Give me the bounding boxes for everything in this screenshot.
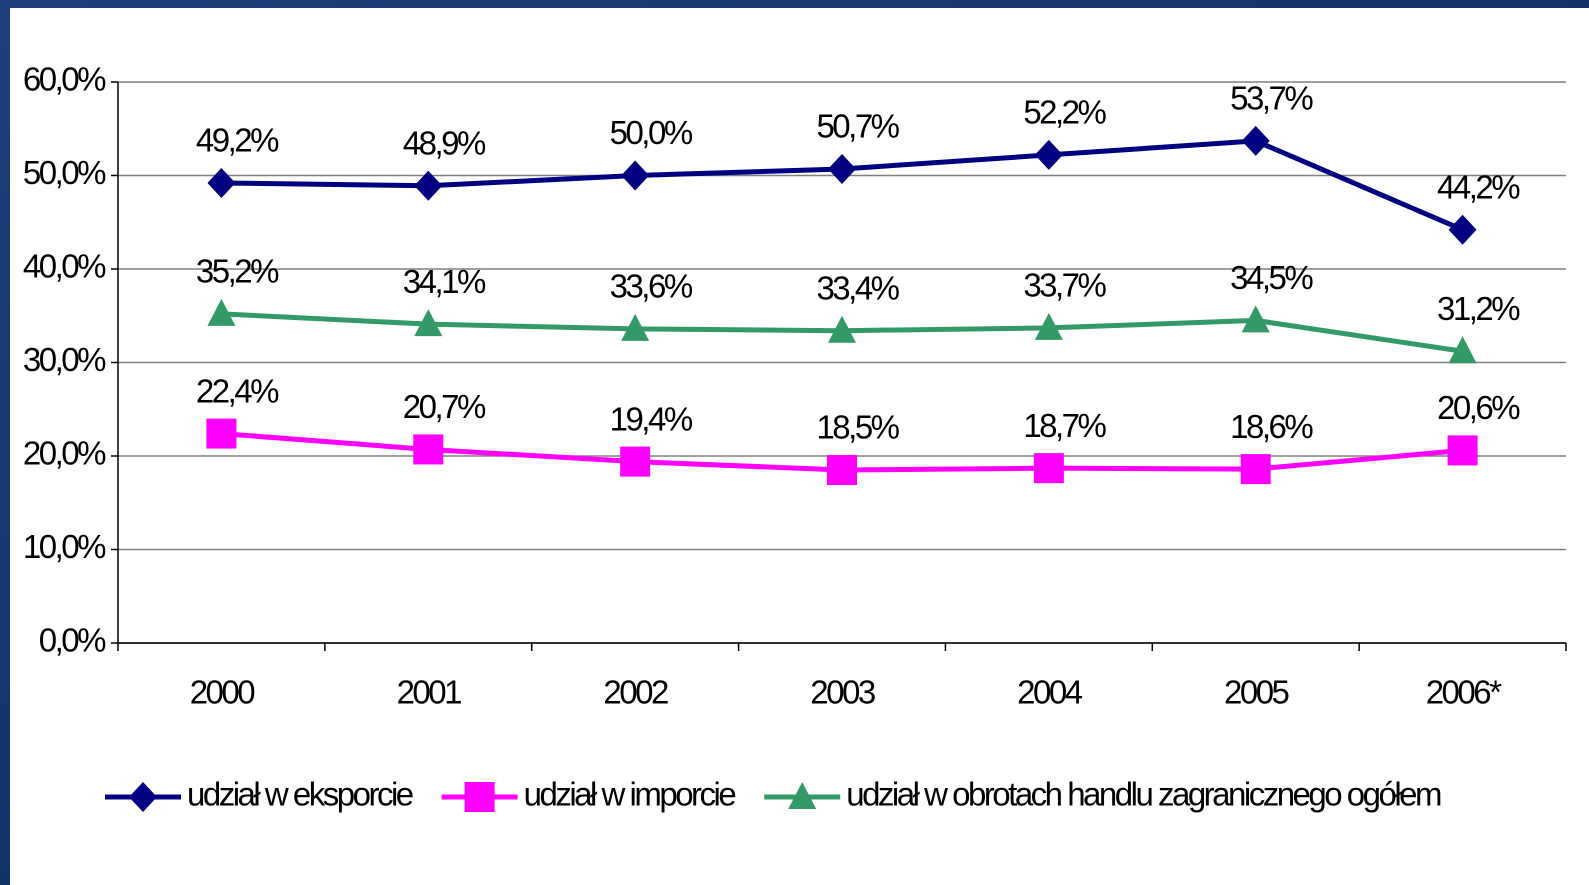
x-tick-label: 2005 (1224, 674, 1289, 711)
data-label: 34,1% (403, 263, 486, 300)
marker-square (206, 418, 237, 449)
marker-diamond (1034, 139, 1063, 170)
y-tick-label: 40,0% (23, 248, 106, 285)
data-label: 22,4% (196, 372, 279, 409)
marker-triangle (788, 782, 817, 809)
data-label: 49,2% (196, 122, 279, 159)
data-label: 48,9% (403, 125, 486, 162)
data-label: 33,4% (816, 269, 899, 306)
marker-square (464, 782, 495, 812)
marker-diamond (129, 782, 157, 812)
data-label: 34,5% (1230, 259, 1313, 296)
legend-label: udział w obrotach handlu zagranicznego o… (846, 776, 1441, 813)
x-tick-label: 2004 (1017, 674, 1083, 711)
marker-diamond (1241, 125, 1270, 156)
marker-triangle (621, 313, 650, 341)
marker-triangle (1034, 312, 1063, 340)
y-tick-label: 0,0% (39, 622, 106, 659)
data-label: 31,2% (1437, 290, 1520, 327)
marker-diamond (1448, 214, 1477, 245)
x-tick-label: 2006* (1426, 674, 1502, 711)
y-tick-label: 60,0% (23, 61, 106, 98)
chart-background (10, 8, 1589, 885)
data-label: 33,7% (1023, 267, 1106, 304)
legend-label: udział w eksporcie (187, 776, 413, 813)
marker-diamond (414, 170, 443, 201)
data-label: 35,2% (196, 253, 279, 290)
marker-square (1240, 454, 1271, 485)
data-label: 20,6% (1437, 389, 1520, 426)
marker-diamond (621, 160, 650, 191)
marker-square (620, 446, 651, 477)
marker-triangle (1241, 305, 1270, 333)
data-label: 50,7% (816, 108, 899, 145)
y-tick-label: 30,0% (23, 341, 106, 378)
marker-diamond (207, 167, 236, 198)
marker-square (1447, 435, 1478, 466)
marker-square (1033, 453, 1064, 484)
data-label: 19,4% (610, 400, 693, 437)
marker-triangle (414, 309, 443, 337)
data-label: 53,7% (1230, 80, 1313, 117)
marker-square (413, 434, 444, 465)
x-tick-label: 2003 (810, 674, 875, 711)
y-tick-label: 50,0% (23, 154, 106, 191)
data-label: 33,6% (610, 268, 693, 305)
y-tick-label: 20,0% (23, 435, 106, 472)
y-tick-label: 10,0% (23, 528, 106, 565)
marker-triangle (828, 315, 856, 343)
marker-triangle (207, 298, 236, 326)
data-label: 18,6% (1230, 408, 1313, 445)
data-label: 52,2% (1023, 94, 1106, 131)
marker-square (827, 455, 857, 486)
data-label: 18,5% (816, 409, 899, 446)
marker-triangle (1448, 336, 1477, 364)
legend-label: udział w imporcie (524, 776, 736, 813)
data-label: 18,7% (1023, 407, 1106, 444)
marker-diamond (828, 153, 856, 184)
data-label: 20,7% (403, 388, 486, 425)
x-tick-label: 2001 (397, 674, 462, 711)
data-label: 50,0% (610, 114, 693, 151)
x-tick-label: 2002 (603, 674, 668, 711)
x-tick-label: 2000 (190, 674, 256, 711)
data-label: 44,2% (1437, 168, 1520, 205)
